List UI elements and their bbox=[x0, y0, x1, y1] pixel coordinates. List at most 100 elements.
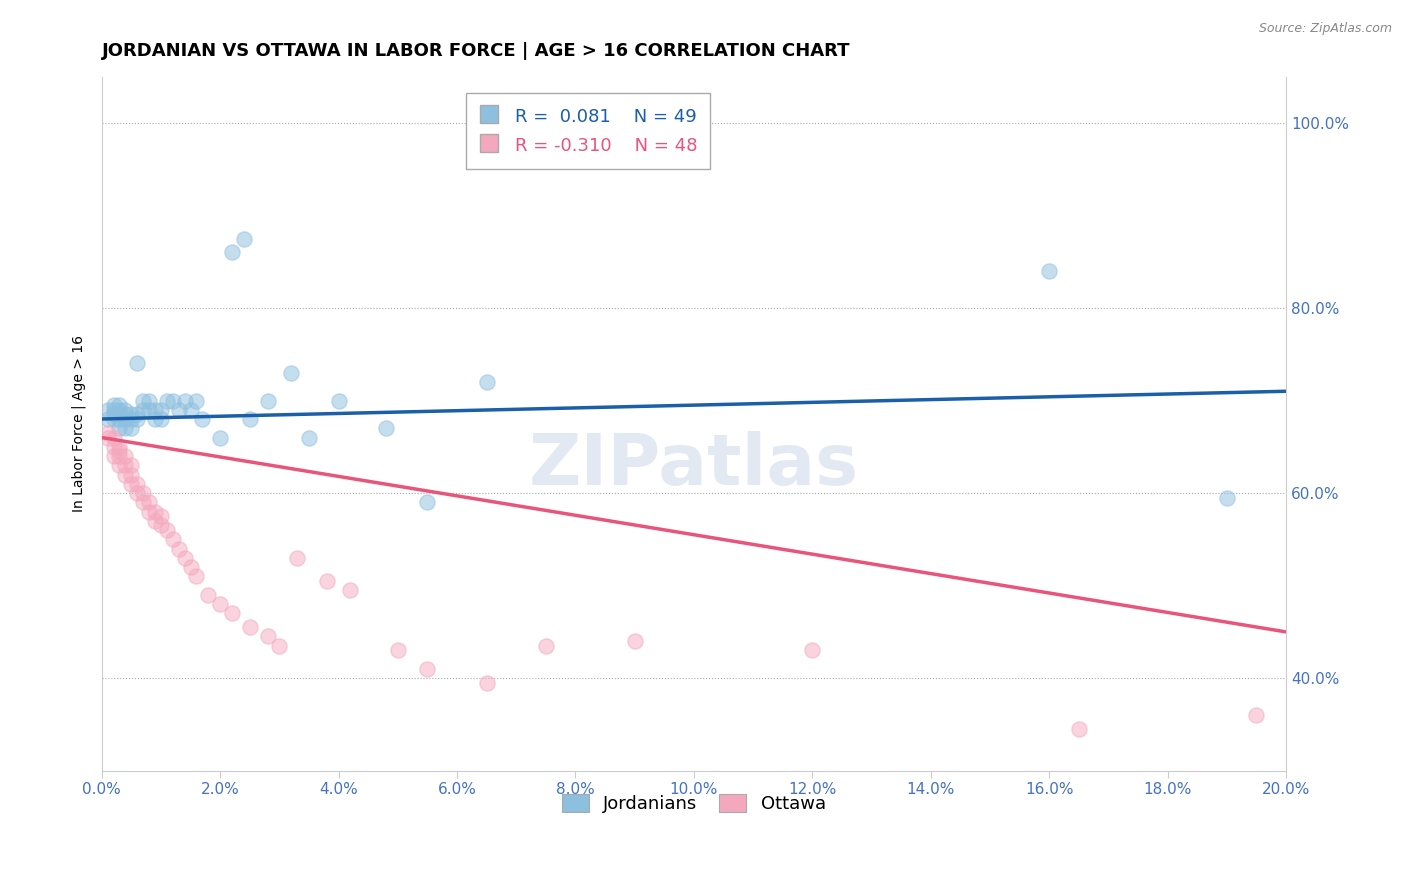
Legend: Jordanians, Ottawa: Jordanians, Ottawa bbox=[551, 783, 837, 824]
Point bbox=[114, 458, 136, 473]
Point bbox=[114, 467, 136, 482]
Point bbox=[534, 639, 557, 653]
Point bbox=[149, 412, 172, 426]
Point bbox=[108, 412, 131, 426]
Point bbox=[180, 402, 202, 417]
Point bbox=[256, 393, 278, 408]
Point bbox=[143, 402, 166, 417]
Point bbox=[1216, 491, 1239, 505]
Point bbox=[97, 430, 120, 444]
Point bbox=[209, 597, 232, 611]
Y-axis label: In Labor Force | Age > 16: In Labor Force | Age > 16 bbox=[72, 335, 86, 512]
Point bbox=[108, 440, 131, 454]
Point bbox=[103, 412, 125, 426]
Point bbox=[114, 408, 136, 422]
Point bbox=[416, 495, 439, 509]
Point bbox=[138, 495, 160, 509]
Point bbox=[108, 421, 131, 435]
Point bbox=[143, 412, 166, 426]
Point bbox=[374, 421, 396, 435]
Text: JORDANIAN VS OTTAWA IN LABOR FORCE | AGE > 16 CORRELATION CHART: JORDANIAN VS OTTAWA IN LABOR FORCE | AGE… bbox=[101, 42, 851, 60]
Point bbox=[269, 639, 291, 653]
Point bbox=[138, 402, 160, 417]
Point bbox=[143, 504, 166, 518]
Point bbox=[108, 449, 131, 463]
Point bbox=[475, 675, 498, 690]
Point bbox=[114, 402, 136, 417]
Point bbox=[416, 662, 439, 676]
Point bbox=[315, 574, 337, 588]
Point bbox=[180, 560, 202, 574]
Point bbox=[103, 430, 125, 444]
Point bbox=[108, 402, 131, 417]
Point bbox=[239, 620, 262, 634]
Point bbox=[132, 402, 155, 417]
Point bbox=[285, 550, 308, 565]
Point bbox=[173, 393, 195, 408]
Point bbox=[120, 412, 142, 426]
Point bbox=[149, 509, 172, 524]
Point bbox=[120, 421, 142, 435]
Point bbox=[120, 467, 142, 482]
Point bbox=[339, 583, 361, 598]
Point bbox=[801, 643, 824, 657]
Point bbox=[1246, 708, 1268, 723]
Point bbox=[108, 458, 131, 473]
Point bbox=[120, 476, 142, 491]
Point bbox=[149, 402, 172, 417]
Point bbox=[138, 504, 160, 518]
Point bbox=[280, 366, 302, 380]
Point bbox=[1038, 264, 1060, 278]
Point bbox=[114, 449, 136, 463]
Point bbox=[103, 402, 125, 417]
Point bbox=[127, 476, 149, 491]
Point bbox=[138, 393, 160, 408]
Point bbox=[162, 533, 184, 547]
Point bbox=[387, 643, 409, 657]
Point bbox=[127, 408, 149, 422]
Point bbox=[167, 541, 190, 556]
Text: ZIPatlas: ZIPatlas bbox=[529, 431, 859, 500]
Point bbox=[232, 231, 254, 245]
Point bbox=[120, 408, 142, 422]
Point bbox=[167, 402, 190, 417]
Point bbox=[256, 630, 278, 644]
Point bbox=[132, 495, 155, 509]
Point bbox=[97, 412, 120, 426]
Point bbox=[221, 245, 243, 260]
Point bbox=[197, 588, 219, 602]
Point bbox=[143, 514, 166, 528]
Point bbox=[239, 412, 262, 426]
Point bbox=[108, 444, 131, 458]
Point bbox=[108, 398, 131, 412]
Point bbox=[103, 449, 125, 463]
Text: Source: ZipAtlas.com: Source: ZipAtlas.com bbox=[1258, 22, 1392, 36]
Point bbox=[475, 375, 498, 389]
Point bbox=[103, 440, 125, 454]
Point bbox=[623, 634, 645, 648]
Point bbox=[156, 523, 179, 537]
Point bbox=[97, 402, 120, 417]
Point bbox=[127, 356, 149, 370]
Point bbox=[221, 607, 243, 621]
Point bbox=[328, 393, 350, 408]
Point bbox=[1067, 722, 1090, 736]
Point bbox=[103, 408, 125, 422]
Point bbox=[103, 398, 125, 412]
Point bbox=[127, 412, 149, 426]
Point bbox=[186, 393, 208, 408]
Point bbox=[149, 518, 172, 533]
Point bbox=[209, 430, 232, 444]
Point bbox=[114, 412, 136, 426]
Point bbox=[298, 430, 321, 444]
Point bbox=[191, 412, 214, 426]
Point bbox=[162, 393, 184, 408]
Point bbox=[127, 486, 149, 500]
Point bbox=[97, 425, 120, 440]
Point bbox=[132, 393, 155, 408]
Point bbox=[156, 393, 179, 408]
Point bbox=[173, 550, 195, 565]
Point bbox=[120, 458, 142, 473]
Point bbox=[108, 408, 131, 422]
Point bbox=[114, 421, 136, 435]
